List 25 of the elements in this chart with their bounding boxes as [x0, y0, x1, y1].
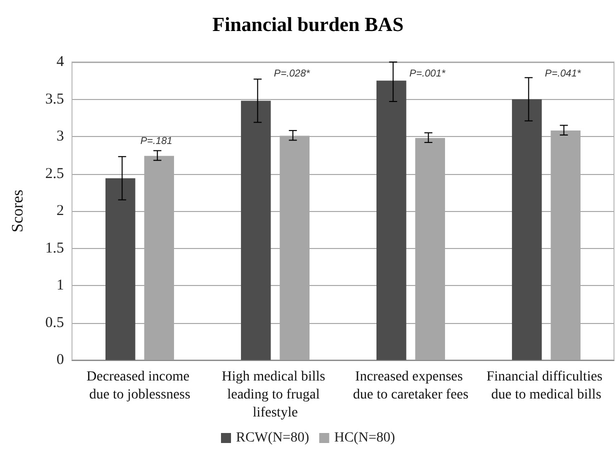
y-tick-label: 2.5	[45, 166, 64, 182]
y-tick-label: 3.5	[45, 91, 64, 108]
y-tick-label: 4	[56, 54, 64, 70]
annotation: P=.041*	[544, 68, 582, 80]
x-tick-label: High medical bills leading to frugal lifestyle	[222, 370, 329, 420]
bar	[376, 80, 406, 360]
annotation: P=.181	[140, 136, 172, 148]
legend-label: RCW(N=80)	[236, 430, 310, 446]
chart-title: Financial burden BAS	[212, 14, 404, 36]
y-tick-label: 1	[56, 278, 64, 294]
x-tick-label: Financial difficulties due to medical bills	[486, 370, 606, 402]
legend-label: HC(N=80)	[334, 430, 396, 446]
bar	[240, 100, 271, 360]
y-tick-label: 1.5	[45, 240, 64, 256]
bar	[512, 99, 542, 360]
y-tick-label: 2	[56, 203, 64, 219]
y-tick-label: 3	[56, 128, 64, 144]
y-axis-title: Scores	[10, 190, 26, 232]
x-tick-label: Increased expenses due to caretaker fees	[353, 370, 468, 402]
annotation: P=.001*	[409, 68, 446, 80]
x-tick-label: Decreased income due to joblessness	[86, 370, 193, 402]
y-tick-label: 0	[56, 352, 64, 368]
bar	[105, 178, 136, 360]
annotation: P=.028*	[274, 68, 311, 80]
y-tick-label: 0.5	[45, 314, 64, 331]
